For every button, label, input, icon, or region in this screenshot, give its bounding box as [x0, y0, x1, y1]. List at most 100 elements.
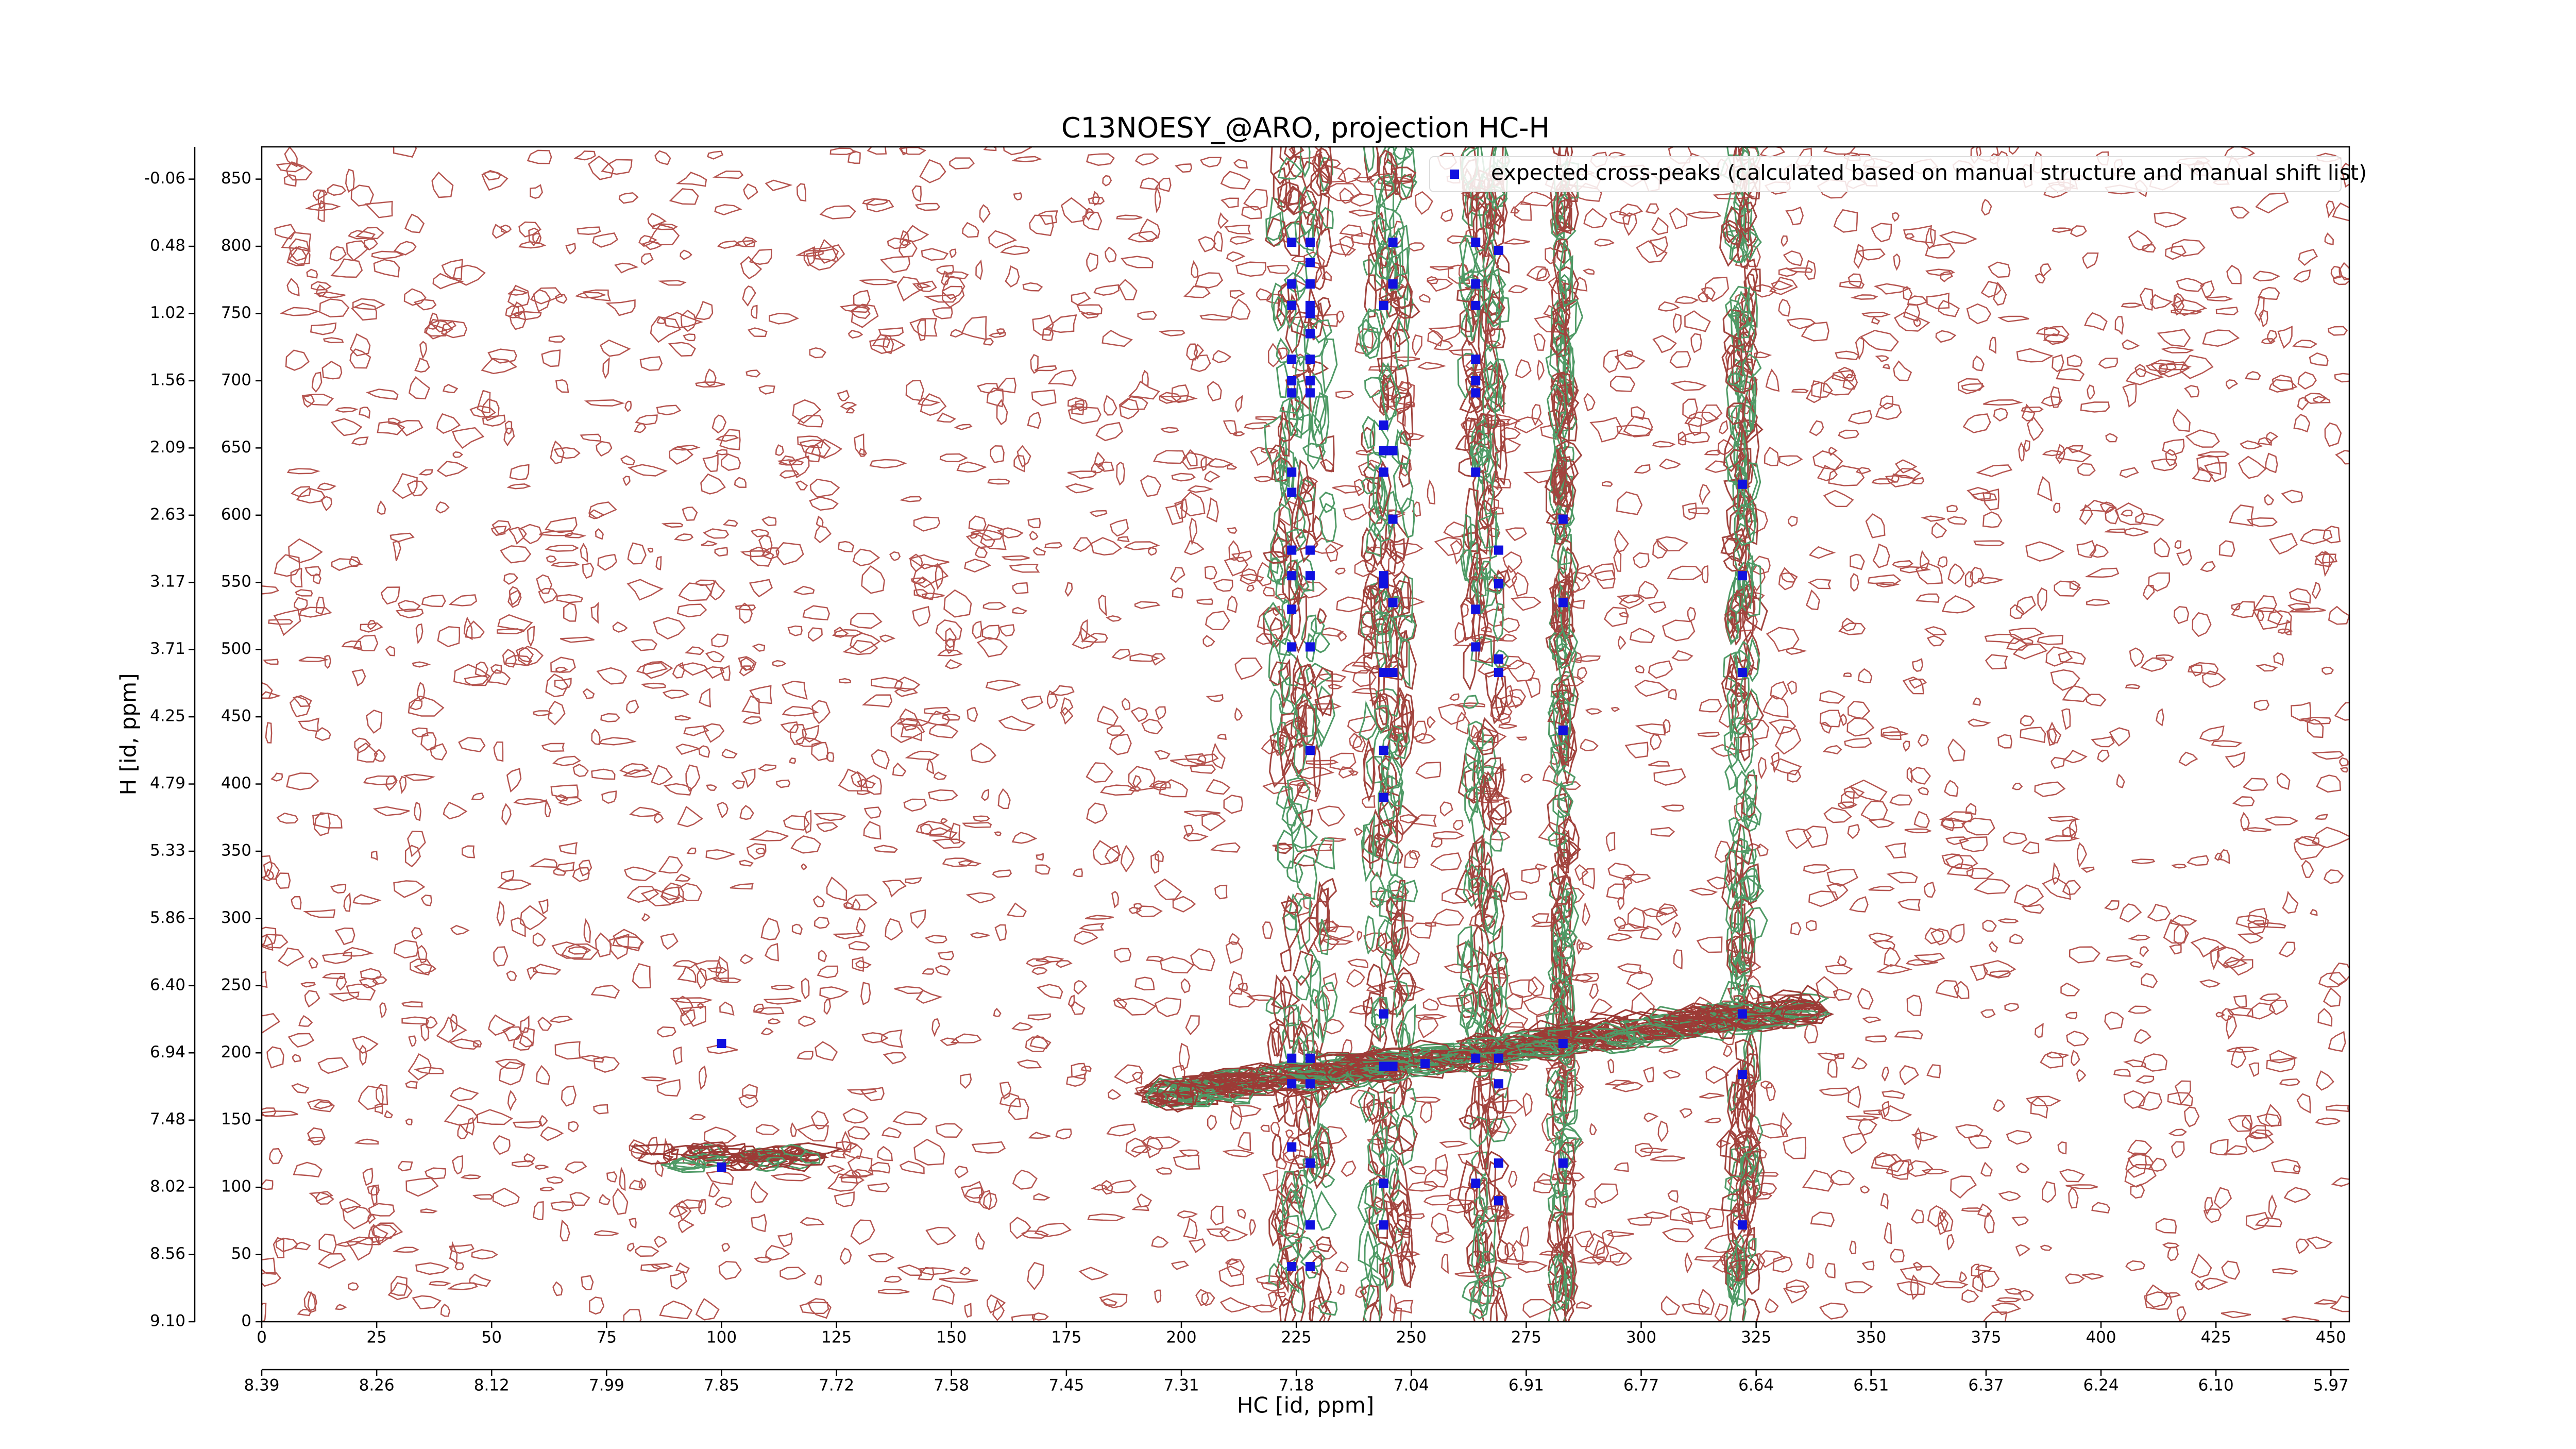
- x2-tick-label: 8.39: [244, 1376, 279, 1395]
- contour: [2341, 162, 2349, 188]
- contour: [1453, 819, 1464, 831]
- contour: [1614, 916, 1626, 929]
- contour: [1316, 153, 1330, 192]
- contour: [1573, 1084, 1583, 1097]
- x2-tick-label: 5.97: [2313, 1376, 2349, 1395]
- contour: [1076, 304, 1103, 316]
- contour: [1636, 240, 1668, 263]
- contour: [1705, 1066, 1730, 1084]
- contour: [1475, 838, 1485, 866]
- contour: [1479, 498, 1495, 531]
- contour: [1481, 626, 1492, 633]
- contour: [1504, 238, 1530, 245]
- contour: [1321, 982, 1338, 1024]
- contour: [1374, 705, 1389, 735]
- contour: [656, 405, 682, 416]
- contour: [349, 333, 371, 357]
- contour: [2147, 903, 2171, 922]
- contour: [885, 918, 903, 941]
- contour: [2069, 580, 2080, 591]
- contour: [965, 532, 996, 548]
- contour: [1382, 158, 1398, 200]
- contour: [355, 1236, 381, 1245]
- contour: [1631, 406, 1646, 420]
- contour: [2314, 814, 2328, 820]
- contour: [1382, 1096, 1393, 1129]
- contour: [268, 1148, 283, 1165]
- contour: [348, 1282, 359, 1291]
- contour: [1152, 781, 1167, 791]
- contour: [1868, 819, 1895, 828]
- contour: [403, 288, 427, 306]
- contour: [1268, 557, 1279, 575]
- contour: [262, 971, 268, 988]
- contour: [1478, 974, 1496, 1027]
- contour: [2105, 433, 2118, 443]
- contour: [330, 418, 363, 436]
- contour: [1263, 586, 1275, 597]
- contour: [472, 1194, 494, 1200]
- contour: [1594, 239, 1615, 247]
- contour: [1554, 848, 1573, 869]
- contour: [2245, 1131, 2275, 1153]
- contour: [275, 1237, 299, 1253]
- contour: [1409, 1166, 1427, 1175]
- contour: [1101, 329, 1133, 347]
- contour: [1148, 547, 1157, 556]
- contour: [1394, 692, 1409, 756]
- contour: [795, 250, 824, 257]
- contour: [1368, 1196, 1389, 1239]
- contour: [1825, 1262, 1836, 1278]
- contour: [2192, 612, 2212, 637]
- contour: [1842, 1133, 1867, 1154]
- contour: [2307, 718, 2324, 738]
- contour: [1235, 261, 1266, 277]
- contour: [1911, 658, 1923, 672]
- contour: [405, 1177, 439, 1197]
- contour: [640, 682, 666, 689]
- contour: [1552, 694, 1572, 747]
- contour: [2215, 1012, 2226, 1018]
- contour: [707, 150, 724, 160]
- contour: [1393, 460, 1414, 514]
- contour: [931, 1018, 941, 1037]
- contour: [2077, 463, 2096, 476]
- contour: [317, 1253, 346, 1269]
- contour: [1431, 837, 1443, 848]
- contour: [372, 806, 410, 816]
- contour: [1098, 594, 1107, 617]
- contour: [1552, 1172, 1585, 1182]
- contour: [1220, 197, 1240, 208]
- contour: [674, 996, 693, 1017]
- contour: [682, 507, 698, 521]
- contour: [1141, 1136, 1163, 1159]
- contour: [1925, 268, 1955, 276]
- contour: [2076, 1069, 2087, 1083]
- contour: [1875, 355, 1890, 362]
- contour: [982, 338, 994, 346]
- contour: [1845, 1115, 1880, 1121]
- x-tick-label: 125: [821, 1328, 852, 1347]
- contour: [359, 1044, 367, 1066]
- contour: [564, 1161, 587, 1174]
- contour: [2116, 773, 2125, 788]
- contour: [2247, 908, 2267, 925]
- contour: [2161, 346, 2195, 353]
- contour: [1315, 837, 1335, 870]
- contour: [900, 724, 923, 742]
- contour: [878, 327, 904, 337]
- contour: [1801, 322, 1829, 342]
- contour: [1395, 926, 1410, 955]
- contour: [1293, 1070, 1326, 1081]
- contour: [1742, 315, 1757, 348]
- contour: [1890, 1249, 1905, 1263]
- contour: [448, 1244, 474, 1254]
- y2-tick-label: 4.79: [150, 774, 185, 793]
- contour: [654, 1236, 667, 1248]
- x2-tick-label: 8.26: [359, 1376, 395, 1395]
- contour: [2335, 450, 2349, 465]
- contour: [463, 616, 473, 641]
- contour: [572, 764, 589, 778]
- contour: [1616, 491, 1643, 515]
- contour: [2046, 1051, 2070, 1059]
